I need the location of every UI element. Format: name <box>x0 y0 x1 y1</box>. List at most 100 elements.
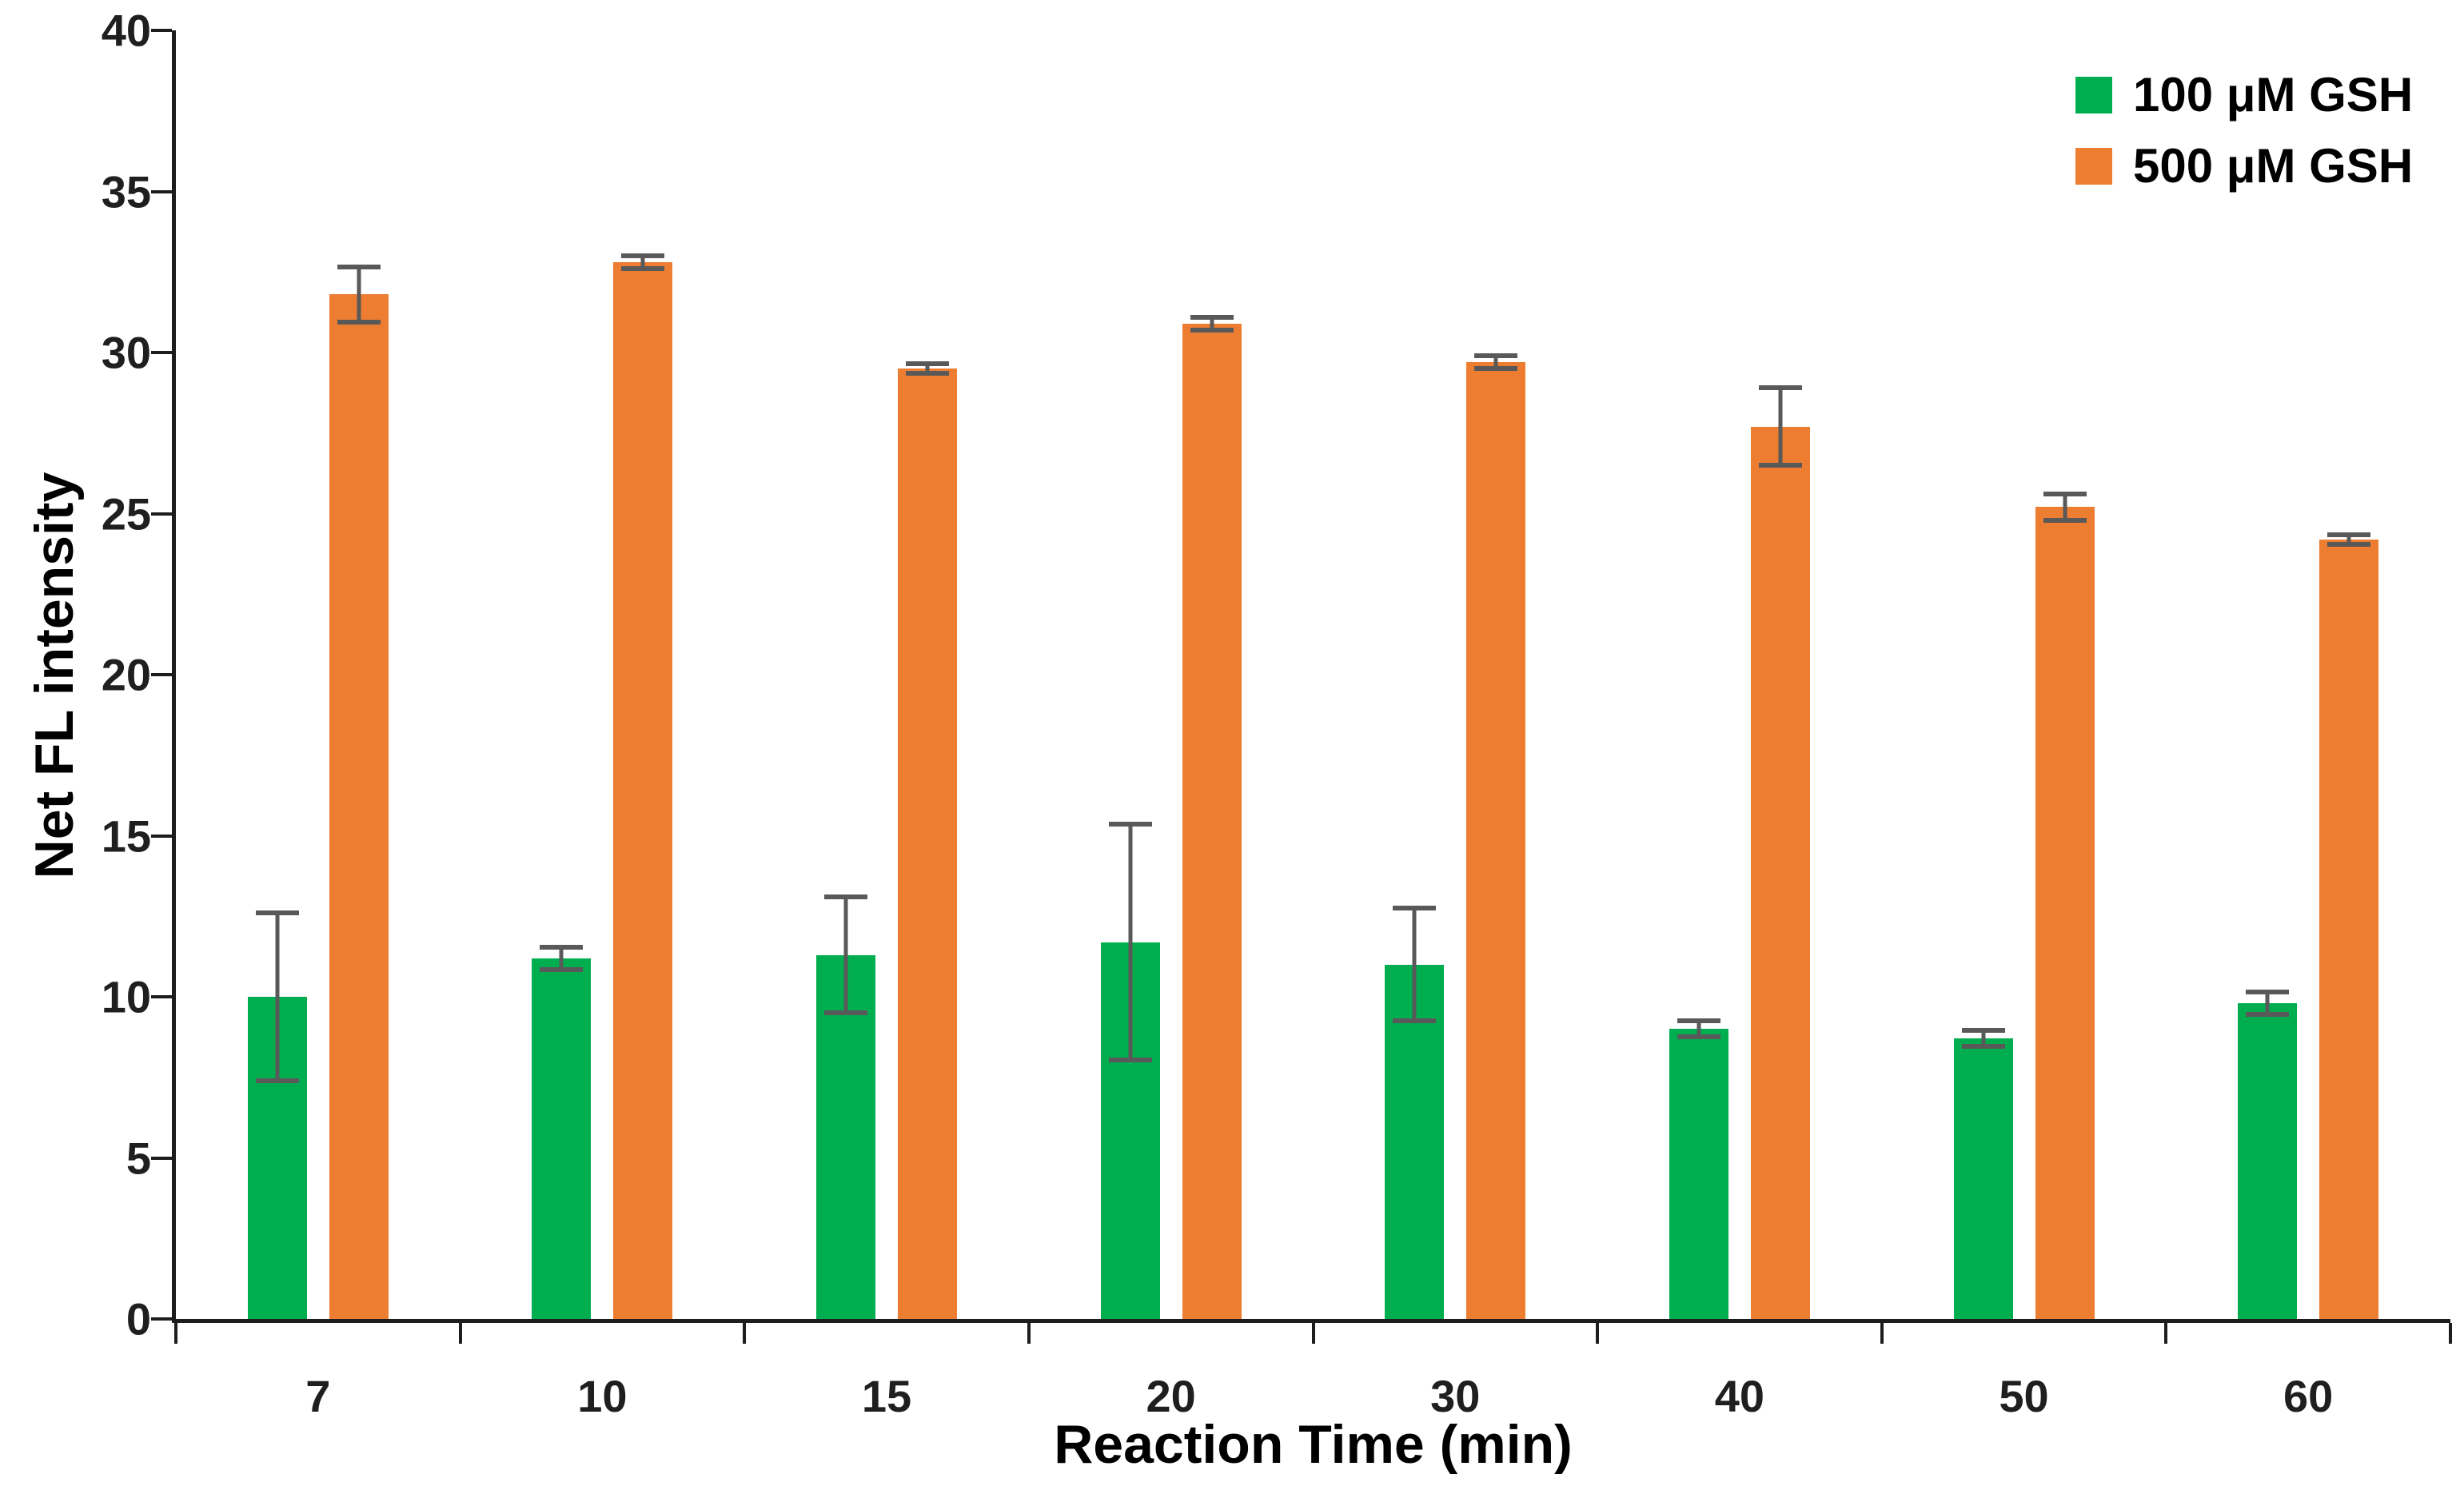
legend-swatch-icon <box>2075 147 2112 185</box>
error-bar-cap-top <box>2246 989 2290 994</box>
error-bar <box>1101 822 1160 1062</box>
y-tick-label: 0 <box>126 1293 151 1345</box>
y-axis-line <box>172 30 176 1323</box>
error-bar-cap-bottom <box>1758 463 1802 468</box>
bar-100uM-10min <box>532 958 592 1319</box>
error-bar <box>532 944 591 972</box>
bar-100uM-15min <box>816 954 876 1319</box>
bar-500uM-50min <box>2035 507 2095 1319</box>
error-bar-cap-bottom <box>1190 327 1234 333</box>
error-bar-line <box>2265 991 2270 1015</box>
x-tick <box>2449 1323 2452 1344</box>
bar-100uM-30min <box>1385 964 1445 1319</box>
error-bar-line <box>357 267 361 322</box>
x-tick-label: 40 <box>1714 1371 1765 1421</box>
error-bar-line <box>1981 1030 1986 1047</box>
error-bar <box>2035 492 2095 523</box>
y-axis-title: Net FL intensity <box>24 472 85 879</box>
error-bar-cap-top <box>1108 822 1152 827</box>
error-bar-cap-bottom <box>1474 366 1518 372</box>
y-tick-label: 10 <box>101 971 151 1022</box>
error-bar <box>2319 532 2378 547</box>
error-bar-line <box>559 946 564 970</box>
bar-100uM-50min <box>1953 1038 2013 1319</box>
error-bar-line <box>1696 1021 1701 1038</box>
legend-item-100uM-GSH: 100 μM GSH <box>2075 67 2413 122</box>
legend-label: 500 μM GSH <box>2133 139 2414 193</box>
error-bar-cap-top <box>2043 492 2087 497</box>
error-bar-cap-bottom <box>906 371 950 376</box>
x-tick <box>743 1323 747 1344</box>
x-tick <box>458 1323 462 1344</box>
y-tick <box>151 29 172 32</box>
error-bar-cap-bottom <box>1961 1044 2005 1050</box>
error-bar-cap-top <box>2327 532 2371 537</box>
bar-500uM-20min <box>1182 323 1242 1319</box>
legend-label: 100 μM GSH <box>2133 68 2414 122</box>
y-tick <box>151 189 172 193</box>
error-bar-cap-top <box>621 253 665 259</box>
x-tick-label: 15 <box>861 1371 912 1421</box>
error-bar-line <box>1493 356 1498 369</box>
error-bar-cap-bottom <box>2246 1012 2290 1018</box>
x-tick <box>2164 1323 2168 1344</box>
x-tick <box>1880 1323 1884 1344</box>
error-bar-cap-top <box>1961 1028 2005 1034</box>
error-bar-cap-bottom <box>1108 1057 1152 1062</box>
y-tick <box>151 1317 172 1321</box>
x-tick-label: 50 <box>1999 1371 2049 1421</box>
error-bar-cap-bottom <box>824 1010 868 1016</box>
x-axis-line <box>172 1319 2450 1323</box>
bar-500uM-10min <box>613 262 673 1319</box>
error-bar <box>1954 1028 2013 1050</box>
x-tick-label: 20 <box>1146 1371 1196 1421</box>
y-tick-label: 15 <box>101 811 151 861</box>
bar-100uM-60min <box>2238 1003 2298 1319</box>
y-tick-label: 40 <box>101 5 151 56</box>
bar-500uM-40min <box>1750 426 1810 1319</box>
bar-100uM-40min <box>1669 1029 1728 1319</box>
legend: 100 μM GSH 500 μM GSH <box>2075 67 2413 193</box>
bar-500uM-7min <box>329 294 389 1319</box>
error-bar-cap-top <box>337 265 381 270</box>
error-bar-line <box>843 897 848 1014</box>
bar-500uM-15min <box>898 369 958 1319</box>
legend-swatch-icon <box>2075 76 2112 114</box>
x-tick-label: 7 <box>305 1371 331 1421</box>
error-bar-cap-top <box>824 894 868 900</box>
plot-area: 0 5 10 15 20 25 30 35 40 7 10 15 20 30 40 50 60 <box>102 6 2452 1421</box>
error-bar <box>329 265 389 325</box>
error-bar <box>1182 314 1242 333</box>
error-bar-cap-top <box>1393 906 1437 911</box>
y-tick <box>151 512 172 516</box>
y-tick <box>151 834 172 838</box>
error-bar-cap-bottom <box>255 1078 299 1083</box>
error-bar-line <box>1778 388 1783 466</box>
error-bar <box>1751 385 1810 468</box>
error-bar-cap-bottom <box>621 266 665 272</box>
error-bar <box>1466 353 1525 372</box>
y-tick <box>151 1156 172 1160</box>
y-tick-label: 35 <box>101 166 151 217</box>
x-tick <box>1027 1323 1031 1344</box>
error-bar-cap-top <box>1190 314 1234 320</box>
y-tick-label: 20 <box>101 649 151 700</box>
error-bar <box>248 910 307 1083</box>
error-bar <box>898 361 957 376</box>
error-bar-cap-top <box>255 910 299 916</box>
y-tick-label: 30 <box>101 327 151 378</box>
error-bar-cap-top <box>1677 1018 1720 1024</box>
x-tick <box>174 1323 177 1344</box>
error-bar-cap-top <box>906 361 950 367</box>
error-bar-cap-bottom <box>540 966 584 972</box>
error-bar-cap-bottom <box>2327 541 2371 547</box>
y-tick-label: 25 <box>101 488 151 539</box>
error-bar <box>1669 1018 1728 1040</box>
error-bar-cap-bottom <box>337 319 381 325</box>
error-bar-line <box>925 364 930 374</box>
error-bar <box>1385 906 1444 1024</box>
y-tick <box>151 995 172 998</box>
y-tick <box>151 673 172 676</box>
error-bar-line <box>640 256 645 269</box>
